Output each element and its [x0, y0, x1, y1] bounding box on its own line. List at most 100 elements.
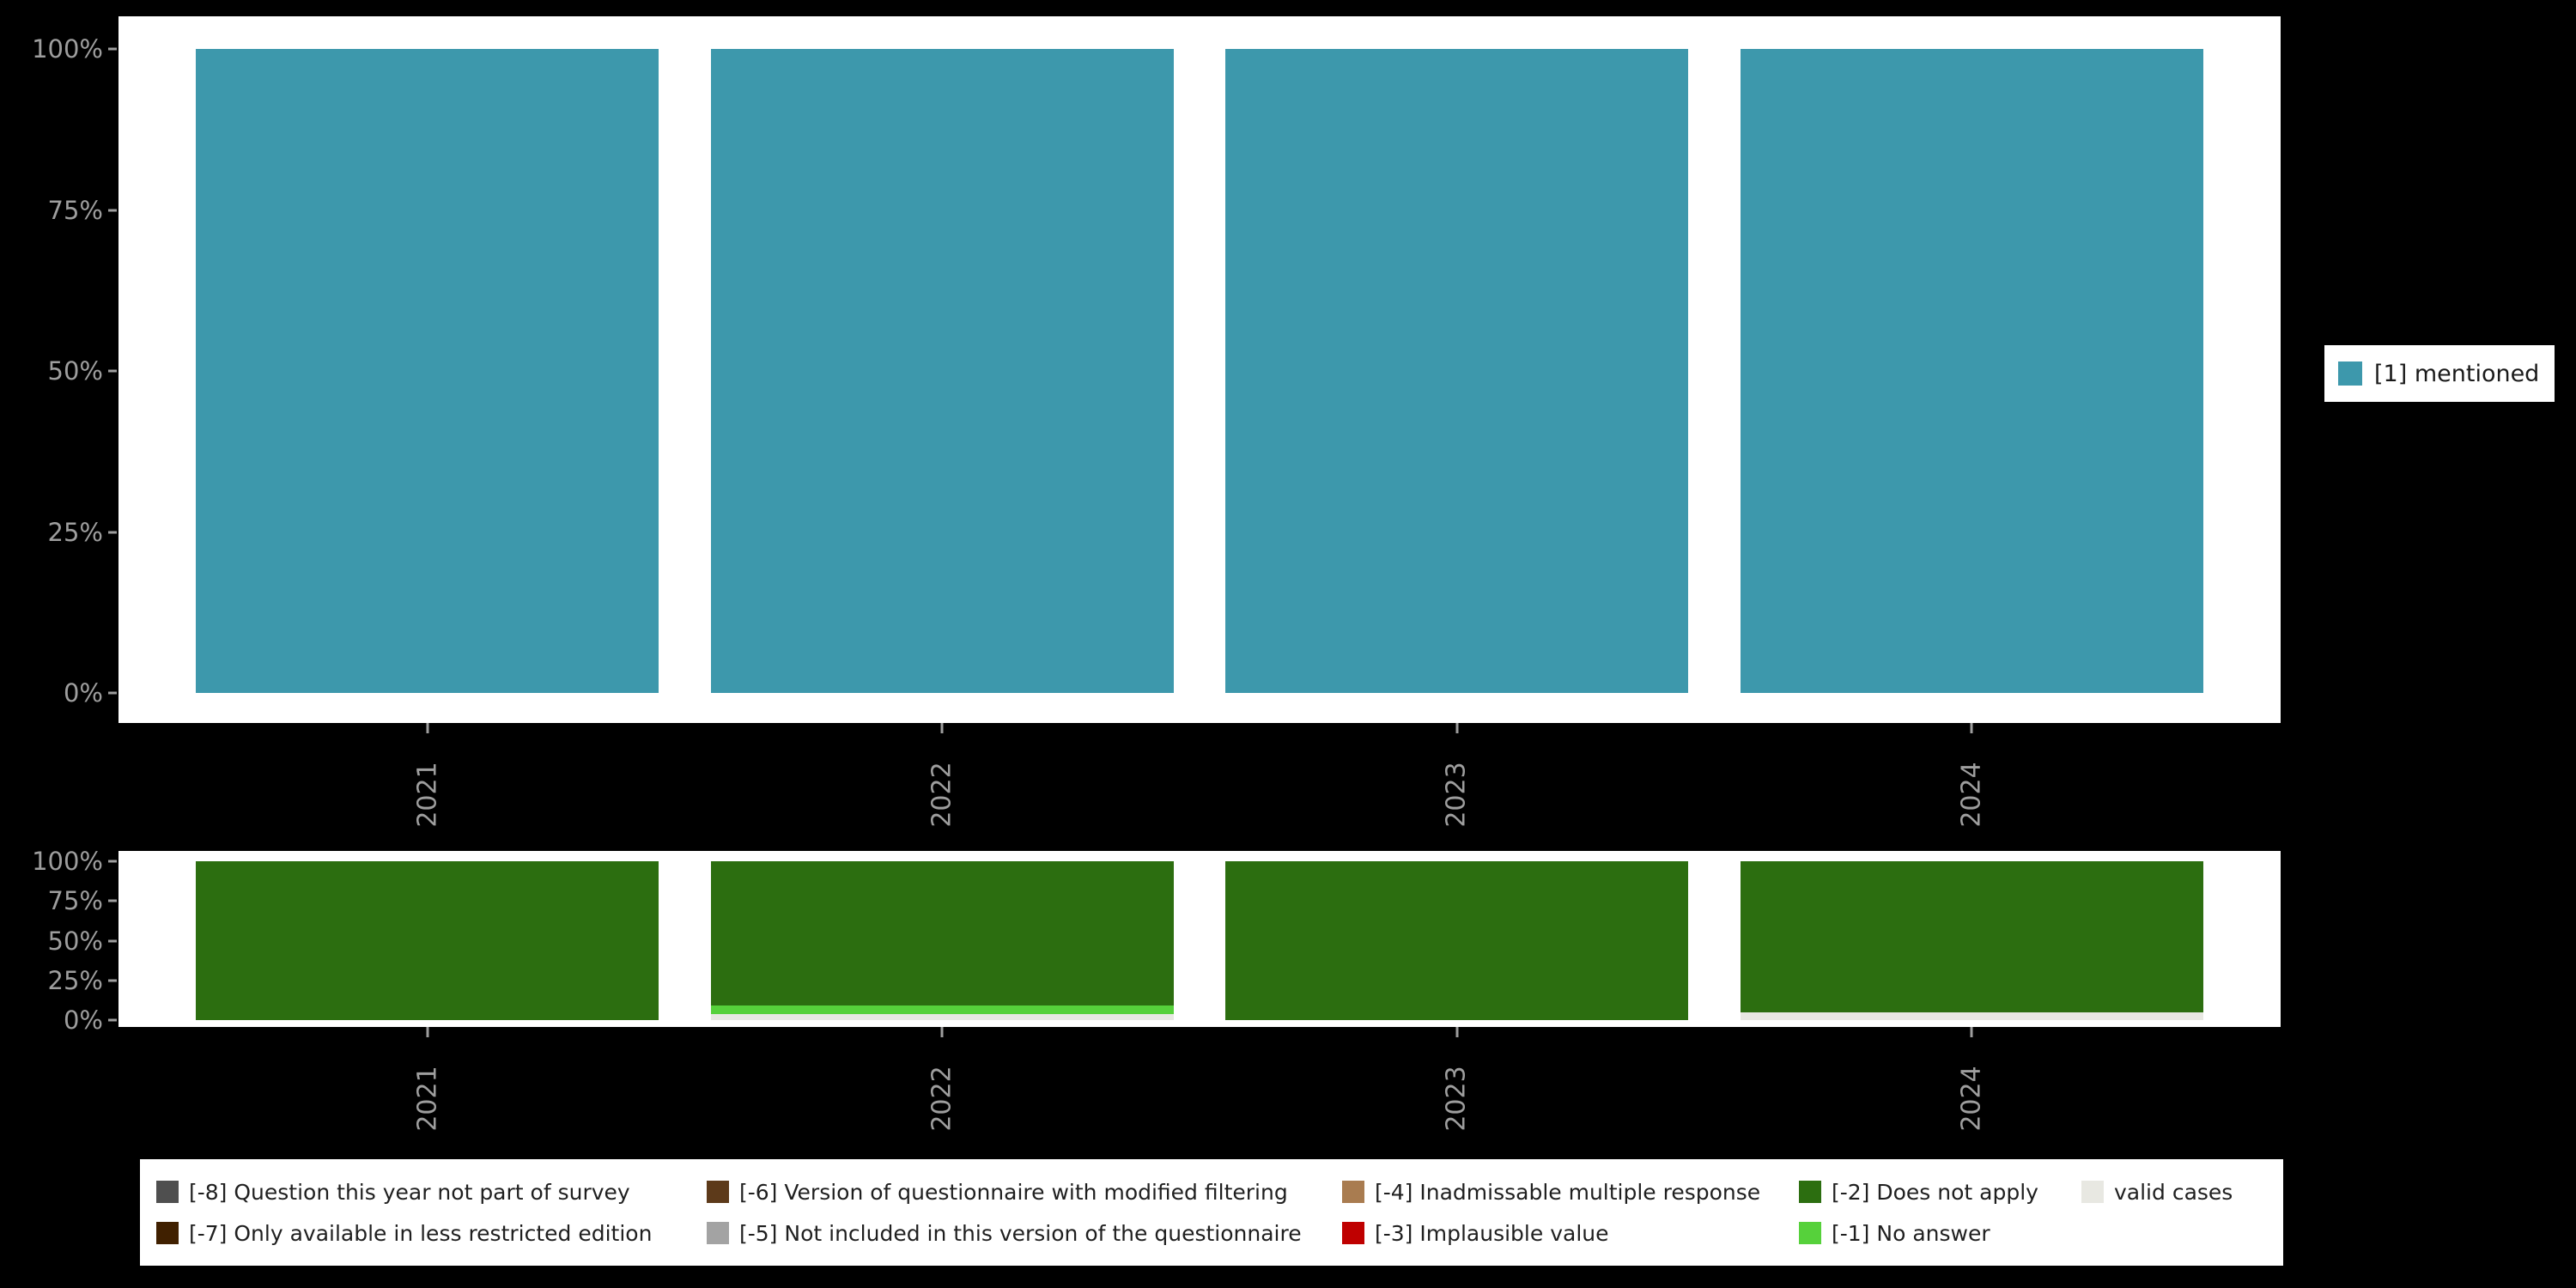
legend-item: [-2] Does not apply	[1799, 1171, 2038, 1212]
bottom-plot-area	[196, 861, 2203, 1020]
mentioned-legend-label: [1] mentioned	[2374, 360, 2540, 387]
bar-segment	[1225, 49, 1689, 693]
legend-item-label: [-5] Not included in this version of the…	[739, 1220, 1302, 1246]
y-axis-tick-label: 25%	[47, 517, 103, 547]
legend-swatch	[1342, 1181, 1364, 1203]
y-axis-tick-mark	[108, 939, 117, 942]
y-axis-tick-mark	[108, 860, 117, 863]
bar-segment	[196, 49, 659, 693]
legend-column: [-6] Version of questionnaire with modif…	[707, 1159, 1302, 1266]
bar-2023	[1225, 861, 1689, 1020]
year-label: 2022	[927, 1065, 957, 1132]
x-axis-tick-mark	[1455, 723, 1459, 733]
bar-segment	[1740, 49, 2203, 693]
year-label: 2021	[412, 761, 443, 828]
y-axis-tick-mark	[108, 47, 117, 51]
y-axis-tick-label: 0%	[63, 678, 103, 708]
legend-item: [-8] Question this year not part of surv…	[156, 1171, 652, 1212]
legend-item-label: [-8] Question this year not part of surv…	[189, 1179, 630, 1205]
bar-segment	[710, 49, 1174, 693]
legend-item-label: [-6] Version of questionnaire with modif…	[739, 1179, 1288, 1205]
year-label: 2021	[412, 1065, 443, 1132]
legend-item: [-7] Only available in less restricted e…	[156, 1212, 652, 1254]
legend-item-label: [-2] Does not apply	[1832, 1179, 2038, 1205]
legend-item: [-1] No answer	[1799, 1212, 2038, 1254]
top-chart-panel	[118, 16, 2281, 723]
x-axis-label: 2024	[1916, 1042, 2027, 1154]
y-axis-tick-mark	[108, 531, 117, 533]
legend-item: [-3] Implausible value	[1342, 1212, 1760, 1254]
x-axis-tick-mark	[426, 723, 429, 733]
bottom-x-axis: 2021 2022 2023 2024	[118, 1027, 2281, 1164]
bar-segment	[1740, 1012, 2203, 1020]
x-axis-tick-mark	[940, 723, 944, 733]
legend-column: [-2] Does not apply [-1] No answer	[1799, 1159, 2038, 1266]
x-axis-tick-mark	[1455, 1027, 1459, 1037]
legend-item: [-6] Version of questionnaire with modif…	[707, 1171, 1302, 1212]
bar-segment	[710, 861, 1174, 1006]
y-axis-tick-label: 0%	[63, 1005, 103, 1035]
missing-values-legend: [-8] Question this year not part of surv…	[140, 1159, 2283, 1266]
year-label: 2024	[1956, 761, 1987, 828]
y-axis-tick-label: 25%	[47, 965, 103, 995]
y-axis-tick-mark	[108, 979, 117, 982]
bar-segment	[1740, 861, 2203, 1012]
y-axis-tick-mark	[108, 209, 117, 211]
x-axis-tick-mark	[426, 1027, 429, 1037]
y-axis-tick-mark	[108, 899, 117, 902]
bar-2021	[196, 49, 659, 693]
y-axis-tick-mark	[108, 369, 117, 373]
legend-swatch	[1799, 1222, 1821, 1244]
legend-swatch	[707, 1222, 729, 1244]
y-axis-tick-label: 100%	[32, 34, 103, 64]
legend-item-label: valid cases	[2114, 1179, 2233, 1205]
year-label: 2023	[1442, 1065, 1473, 1132]
legend-column: valid cases	[2081, 1159, 2233, 1266]
bar-2022	[710, 861, 1174, 1020]
bar-2022	[710, 49, 1174, 693]
legend-swatch	[2081, 1181, 2104, 1203]
top-plot-area	[196, 49, 2203, 693]
bar-segment	[1225, 861, 1689, 1020]
legend-swatch	[156, 1222, 179, 1244]
mentioned-legend-swatch	[2338, 361, 2362, 386]
x-axis-label: 2024	[1916, 738, 2027, 850]
bar-segment	[196, 861, 659, 1020]
bar-segment	[710, 1013, 1174, 1020]
x-axis-label: 2021	[372, 1042, 483, 1154]
x-axis-tick-mark	[1970, 1027, 1973, 1037]
x-axis-label: 2023	[1401, 1042, 1513, 1154]
legend-item: valid cases	[2081, 1171, 2233, 1212]
legend-item-label: [-1] No answer	[1832, 1220, 1990, 1246]
legend-swatch	[1342, 1222, 1364, 1244]
bar-2023	[1225, 49, 1689, 693]
x-axis-tick-mark	[1970, 723, 1973, 733]
x-axis-label: 2023	[1401, 738, 1513, 850]
y-axis-tick-label: 75%	[47, 195, 103, 225]
right-legend: [1] mentioned	[2324, 345, 2555, 402]
bar-2024	[1740, 49, 2203, 693]
y-axis-tick-mark	[108, 691, 117, 695]
x-axis-label: 2022	[886, 1042, 998, 1154]
year-label: 2023	[1442, 761, 1473, 828]
year-label: 2022	[927, 761, 957, 828]
bar-2024	[1740, 861, 2203, 1020]
x-axis-tick-mark	[940, 1027, 944, 1037]
legend-item-label: [-4] Inadmissable multiple response	[1375, 1179, 1761, 1205]
legend-swatch	[1799, 1181, 1821, 1203]
legend-item-label: [-7] Only available in less restricted e…	[189, 1220, 653, 1246]
x-axis-label: 2022	[886, 738, 998, 850]
bar-segment	[710, 1005, 1174, 1014]
top-y-axis: 100% 75% 50% 25% 0%	[0, 34, 118, 708]
legend-item: [-5] Not included in this version of the…	[707, 1212, 1302, 1254]
y-axis-tick-label: 75%	[47, 886, 103, 916]
y-axis-tick-label: 50%	[47, 356, 103, 386]
bottom-chart-panel	[118, 851, 2281, 1027]
y-axis-tick-label: 100%	[32, 847, 103, 876]
y-axis-tick-label: 50%	[47, 926, 103, 956]
legend-column: [-8] Question this year not part of surv…	[156, 1159, 652, 1266]
legend-swatch	[156, 1181, 179, 1203]
year-label: 2024	[1956, 1065, 1987, 1132]
top-x-axis: 2021 2022 2023 2024	[118, 723, 2281, 860]
